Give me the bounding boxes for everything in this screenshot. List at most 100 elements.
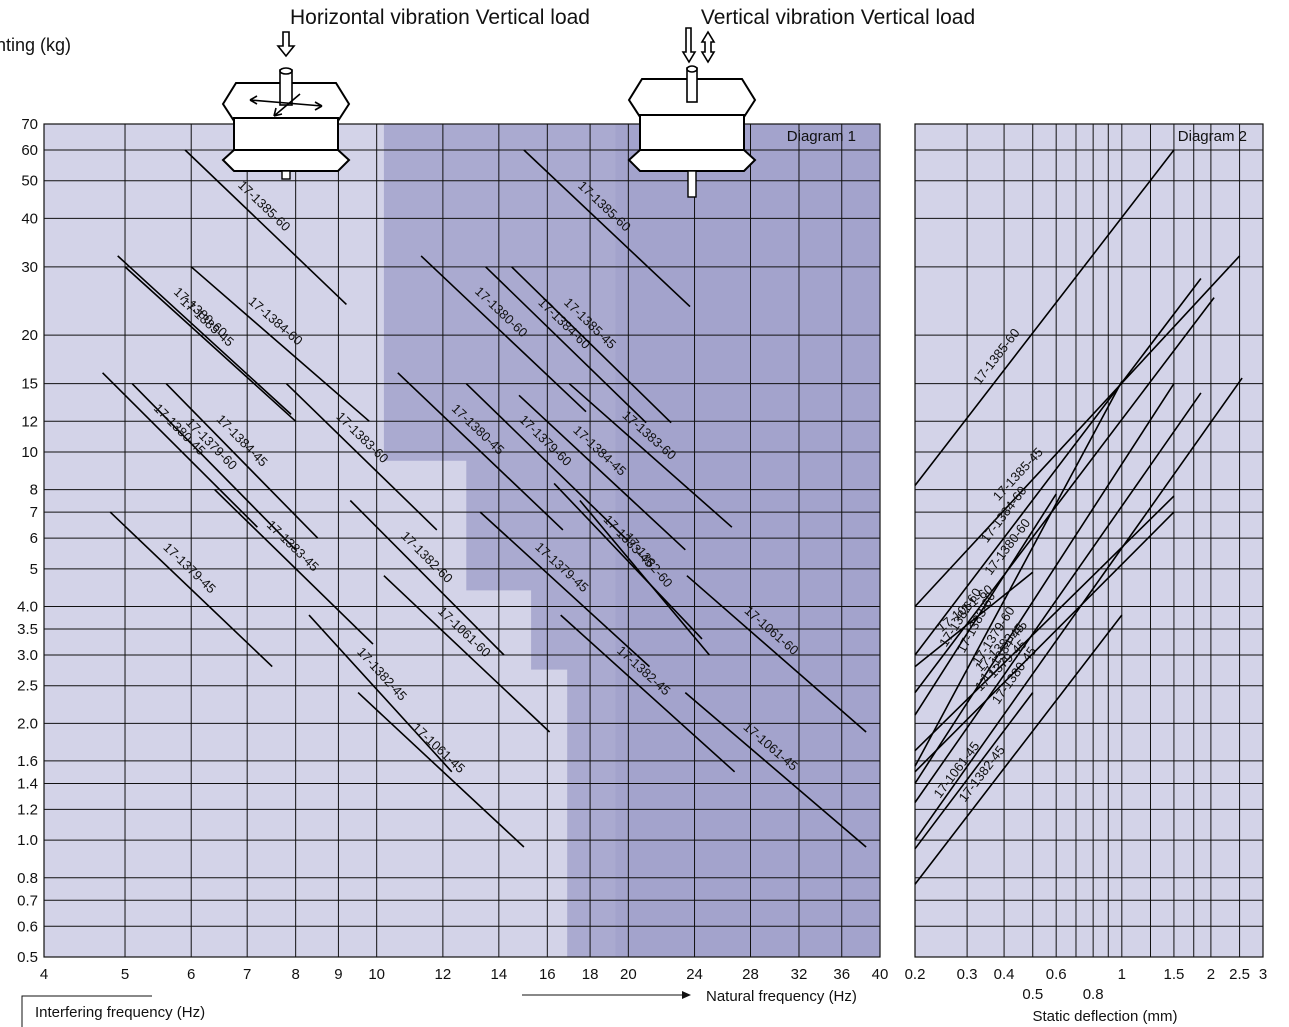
y-tick-label: 0.7 — [17, 892, 38, 909]
y-tick-label: 1.4 — [17, 775, 38, 792]
y-tick-label: 0.8 — [17, 870, 38, 887]
diagram2-series-line — [914, 493, 1057, 716]
x2-tick-label: 0.4 — [994, 966, 1015, 983]
y-tick-label: 40 — [21, 210, 38, 227]
y-tick-label: 5 — [30, 561, 38, 578]
y-tick-label: 1.0 — [17, 832, 38, 849]
diagram2-series-line — [914, 383, 1175, 784]
left-header-title: Horizontal vibration Vertical load — [290, 6, 590, 29]
y-tick-label: 8 — [30, 482, 38, 499]
y-tick-label: 6 — [30, 530, 38, 547]
axis-labels: 0.50.60.70.81.01.21.41.62.02.53.03.54.05… — [17, 116, 1267, 1027]
diagram1-frequency-regions — [44, 124, 1263, 957]
diagram1-series-line — [102, 372, 258, 528]
diagram1-series-line — [117, 255, 292, 415]
y-tick-label: 60 — [21, 142, 38, 159]
x2-tick-label: 2 — [1207, 966, 1215, 983]
x2-tick-label: 0.8 — [1083, 986, 1104, 1003]
diagram1-series-line — [109, 511, 273, 668]
y-axis-label: nting (kg) — [0, 35, 71, 55]
x-tick-label: 36 — [833, 966, 850, 983]
diagram2-series-line — [914, 149, 1175, 486]
diagram1-series-line — [684, 691, 867, 848]
diagram1-series-line — [383, 575, 551, 733]
diagram2-x-axis-label: Static deflection (mm) — [1032, 1008, 1177, 1025]
x2-tick-label: 2.5 — [1229, 966, 1250, 983]
y-tick-label: 1.2 — [17, 801, 38, 818]
y-tick-label: 70 — [21, 116, 38, 133]
x2-tick-label: 0.6 — [1046, 966, 1067, 983]
diagram1-series-line — [420, 255, 587, 413]
diagram1-frame — [43, 123, 881, 958]
diagram1-series-line — [357, 692, 525, 848]
x-tick-label: 18 — [582, 966, 599, 983]
y-tick-label: 3.5 — [17, 621, 38, 638]
y-tick-label: 1.6 — [17, 753, 38, 770]
x-tick-label: 10 — [368, 966, 385, 983]
interfering-frequency-bracket — [21, 995, 152, 1027]
y-tick-label: 0.5 — [17, 949, 38, 966]
x-tick-label: 7 — [243, 966, 251, 983]
y-tick-label: 2.0 — [17, 715, 38, 732]
diagram1-series-line — [131, 383, 297, 551]
x-tick-label: 40 — [872, 966, 889, 983]
interfering-frequency-label: Interfering frequency (Hz) — [35, 1004, 205, 1021]
diagram1-series-line — [560, 614, 736, 773]
diagram1-series-line — [124, 266, 297, 422]
diagram1-series-line — [518, 394, 686, 551]
diagram1-series-line — [214, 489, 374, 645]
natural-frequency-label: Natural frequency (Hz) — [706, 988, 857, 1005]
x2-tick-label: 1 — [1118, 966, 1126, 983]
diagram2-series-line — [914, 571, 1034, 668]
diagram2-frame — [914, 123, 1264, 958]
diagram1-series-line — [308, 614, 453, 773]
horizontal-vibration-mount-icon — [221, 31, 351, 180]
diagram2-series-line — [914, 692, 1034, 850]
right-header-title: Vertical vibration Vertical load — [701, 6, 975, 29]
diagram2-series-line — [914, 495, 1175, 752]
x-tick-label: 6 — [187, 966, 195, 983]
diagram2-grid — [914, 123, 1264, 958]
diagram2-series-line — [914, 278, 1202, 656]
x-tick-label: 9 — [334, 966, 342, 983]
y-tick-label: 15 — [21, 376, 38, 393]
x-tick-label: 20 — [620, 966, 637, 983]
diagram1-series-line — [285, 383, 438, 531]
natural-frequency-arrow-head — [682, 991, 691, 999]
x-tick-label: 24 — [686, 966, 703, 983]
x-tick-label: 12 — [435, 966, 452, 983]
diagram2-series-line — [914, 511, 1175, 773]
x2-tick-label: 1.5 — [1163, 966, 1184, 983]
y-tick-label: 2.5 — [17, 678, 38, 695]
diagram1-series-line — [465, 383, 629, 542]
diagram2-series-line — [914, 255, 1241, 608]
x-tick-label: 8 — [291, 966, 299, 983]
diagram1-series-line — [523, 149, 691, 308]
region-dark — [615, 124, 880, 957]
diagram1-series-line — [485, 266, 647, 424]
diagram1-series-line — [349, 499, 505, 656]
x-tick-label: 4 — [40, 966, 48, 983]
diagram1-series-line — [190, 266, 370, 422]
vertical-vibration-mount-icon — [627, 27, 757, 198]
y-tick-label: 10 — [21, 444, 38, 461]
y-tick-label: 20 — [21, 327, 38, 344]
diagram2-series-line — [914, 381, 1123, 767]
y-tick-label: 3.0 — [17, 647, 38, 664]
x-tick-label: 28 — [742, 966, 759, 983]
diagram1-series-line — [568, 383, 733, 528]
diagram1-grid — [43, 123, 1263, 958]
x2-tick-label: 0.5 — [1022, 986, 1043, 1003]
y-tick-label: 50 — [21, 173, 38, 190]
diagram2-background — [915, 124, 1263, 957]
y-tick-label: 4.0 — [17, 598, 38, 615]
diagram1-title: Diagram 1 — [787, 128, 856, 145]
x2-tick-label: 3 — [1259, 966, 1267, 983]
diagram1-series-line — [397, 372, 564, 531]
y-tick-label: 30 — [21, 259, 38, 276]
diagram1-series-line — [553, 482, 703, 640]
y-tick-label: 7 — [30, 504, 38, 521]
diagram1-series-line — [165, 383, 319, 539]
diagram2-title: Diagram 2 — [1178, 128, 1247, 145]
